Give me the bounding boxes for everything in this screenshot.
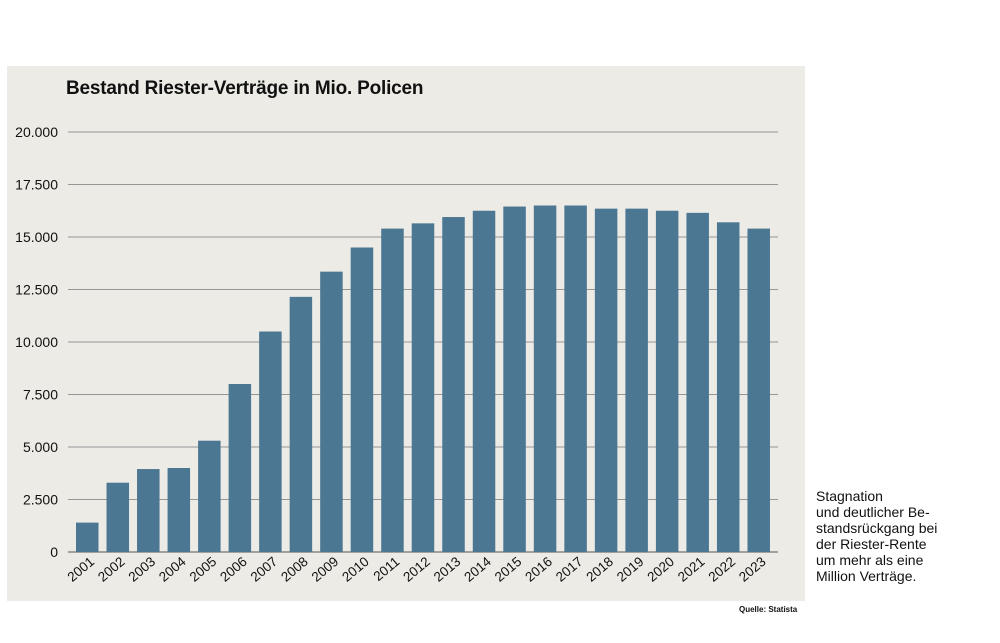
bar-2021 (686, 212, 709, 552)
y-tick-label: 0 (50, 544, 58, 560)
y-tick-label: 10.000 (15, 334, 58, 350)
bar-2004 (167, 468, 191, 552)
x-tick-label: 2011 (371, 554, 403, 584)
bar-2020 (655, 210, 679, 552)
y-tick-label: 2.500 (23, 492, 58, 508)
caption: Stagnation und deutlicher Be- standsrück… (816, 488, 996, 584)
caption-line: Stagnation (816, 488, 883, 504)
bar-2018 (594, 208, 618, 552)
caption-line: um mehr als eine (816, 552, 924, 568)
bar-2022 (716, 222, 740, 553)
bar-2016 (533, 205, 557, 552)
bar-2010 (350, 247, 374, 552)
x-tick-label: 2009 (309, 554, 342, 585)
bar-2013 (442, 217, 465, 553)
bar-2023 (747, 228, 770, 552)
x-tick-label: 2001 (65, 554, 98, 585)
x-tick-label: 2017 (553, 554, 586, 585)
bar-2014 (472, 210, 496, 552)
y-tick-label: 15.000 (15, 229, 58, 245)
x-tick-label: 2020 (644, 554, 677, 585)
y-tick-label: 5.000 (23, 439, 58, 455)
x-tick-label: 2007 (248, 554, 281, 585)
bar-2017 (564, 205, 587, 552)
bar-2006 (228, 384, 252, 552)
bar-2019 (625, 208, 648, 552)
x-tick-label: 2018 (583, 554, 616, 585)
x-tick-label: 2010 (339, 554, 372, 585)
y-tick-label: 12.500 (15, 282, 58, 298)
x-tick-label: 2014 (461, 554, 494, 585)
x-tick-label: 2015 (492, 554, 525, 585)
bar-2001 (76, 522, 99, 552)
x-tick-label: 2005 (187, 554, 220, 585)
y-tick-label: 7.500 (23, 387, 58, 403)
x-tick-label: 2021 (675, 554, 708, 585)
x-tick-label: 2016 (522, 554, 555, 585)
x-tick-label: 2003 (126, 554, 159, 585)
caption-line: der Riester-Rente (816, 536, 927, 552)
x-tick-label: 2023 (736, 554, 769, 585)
y-tick-label: 20.000 (15, 124, 58, 140)
x-tick-label: 2002 (95, 554, 128, 585)
caption-line: standsrückgang bei (816, 520, 938, 536)
bar-2005 (198, 440, 221, 552)
bar-2009 (320, 271, 343, 552)
bar-2007 (259, 331, 282, 552)
x-tick-label: 2013 (431, 554, 464, 585)
x-tick-label: 2006 (217, 554, 250, 585)
bar-2003 (137, 469, 160, 552)
caption-line: Million Verträge. (816, 568, 917, 584)
bar-2008 (289, 296, 313, 552)
caption-line: und deutlicher Be- (816, 504, 930, 520)
y-tick-label: 17.500 (15, 177, 58, 193)
bar-2002 (106, 482, 130, 552)
bar-2012 (411, 223, 435, 552)
x-tick-label: 2012 (400, 554, 433, 585)
source-note: Quelle: Statista (739, 605, 798, 614)
x-tick-label: 2019 (614, 554, 647, 585)
bar-2011 (381, 228, 404, 552)
x-tick-label: 2022 (705, 554, 738, 585)
x-tick-label: 2008 (278, 554, 311, 585)
x-tick-label: 2004 (156, 554, 189, 585)
chart-title: Bestand Riester-Verträge in Mio. Policen (66, 78, 424, 99)
bar-2015 (503, 206, 526, 553)
